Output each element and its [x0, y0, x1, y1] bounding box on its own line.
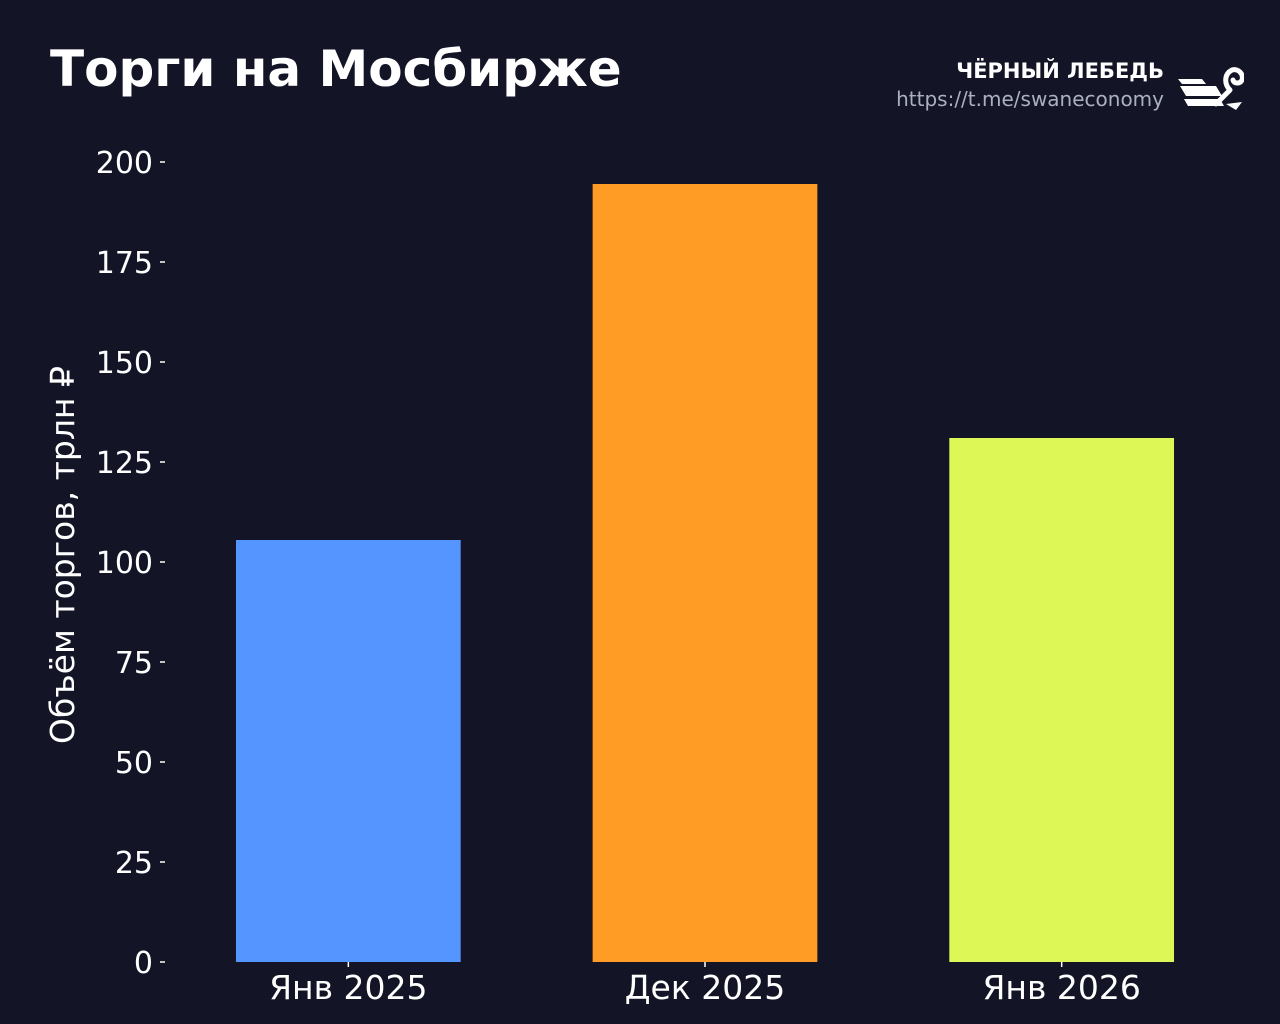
x-axis: Янв 2025 Дек 2025 Янв 2026: [269, 962, 1141, 1007]
y-tick-label: 25: [115, 846, 153, 881]
brand-block[interactable]: ЧЁРНЫЙ ЛЕБЕДЬ https://t.me/swaneconomy: [896, 58, 1164, 114]
x-tick-label: Янв 2025: [269, 968, 427, 1007]
y-tick-label: 175: [96, 246, 153, 281]
brand-name: ЧЁРНЫЙ ЛЕБЕДЬ: [956, 59, 1164, 83]
x-tick-label: Янв 2026: [982, 968, 1140, 1007]
y-tick-label: 200: [96, 146, 153, 181]
bars: [235, 184, 1175, 962]
y-tick-label: 75: [115, 646, 153, 681]
x-tick-label: Дек 2025: [625, 968, 786, 1007]
black-swan-logo-icon: [1178, 67, 1244, 110]
y-tick-label: 0: [134, 946, 153, 981]
y-axis: 0 25 50 75 100 125 150 175 200: [96, 146, 165, 981]
bar-3: [949, 438, 1175, 962]
chart-title: Торги на Мосбирже: [50, 40, 622, 98]
y-tick-label: 125: [96, 446, 153, 481]
y-tick-label: 150: [96, 346, 153, 381]
y-tick-label: 50: [115, 746, 153, 781]
y-tick-label: 100: [96, 546, 153, 581]
y-axis-title: Объём торгов, трлн ₽: [43, 366, 82, 744]
brand-url-link[interactable]: https://t.me/swaneconomy: [896, 87, 1164, 111]
bar-1: [235, 540, 461, 962]
bar-2: [592, 184, 818, 962]
